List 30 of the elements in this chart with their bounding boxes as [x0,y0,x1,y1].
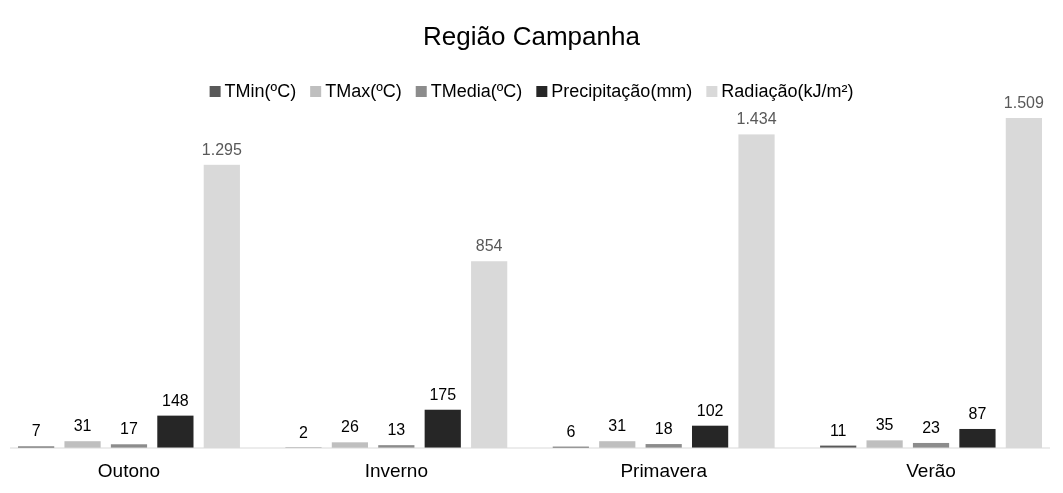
data-label: 175 [429,385,457,403]
data-label: 1.295 [201,140,242,158]
legend-label: TMin(ºC) [224,81,297,101]
data-label: 1.434 [736,110,777,128]
x-tick-label: Outono [97,460,161,481]
data-label: 148 [162,391,189,409]
legend-label: TMedia(ºC) [430,81,523,101]
data-label: 23 [922,418,941,436]
data-label: 854 [475,237,503,255]
x-tick-label: Verão [906,460,956,481]
data-label: 102 [696,401,724,419]
data-label: 26 [341,418,359,436]
data-label: 35 [875,416,894,434]
data-label: 18 [654,420,673,438]
data-label: 31 [73,417,92,435]
legend-label: Precipitação(mm) [551,81,693,101]
data-label: 17 [120,420,138,438]
data-label: 2 [299,423,309,441]
data-label: 31 [608,417,627,435]
chart-title: Região Campanha [423,21,641,51]
x-tick-label: Inverno [364,460,429,481]
data-label: 11 [829,421,847,439]
data-label: 13 [387,421,406,439]
data-label: 1.509 [1003,94,1044,111]
data-label: 6 [566,422,576,440]
data-label: 87 [968,404,987,422]
legend-label: Radiação(kJ/m²) [721,81,854,101]
legend-label: TMax(ºC) [325,81,402,101]
data-label: 7 [31,422,41,440]
x-tick-label: Primavera [620,460,708,481]
